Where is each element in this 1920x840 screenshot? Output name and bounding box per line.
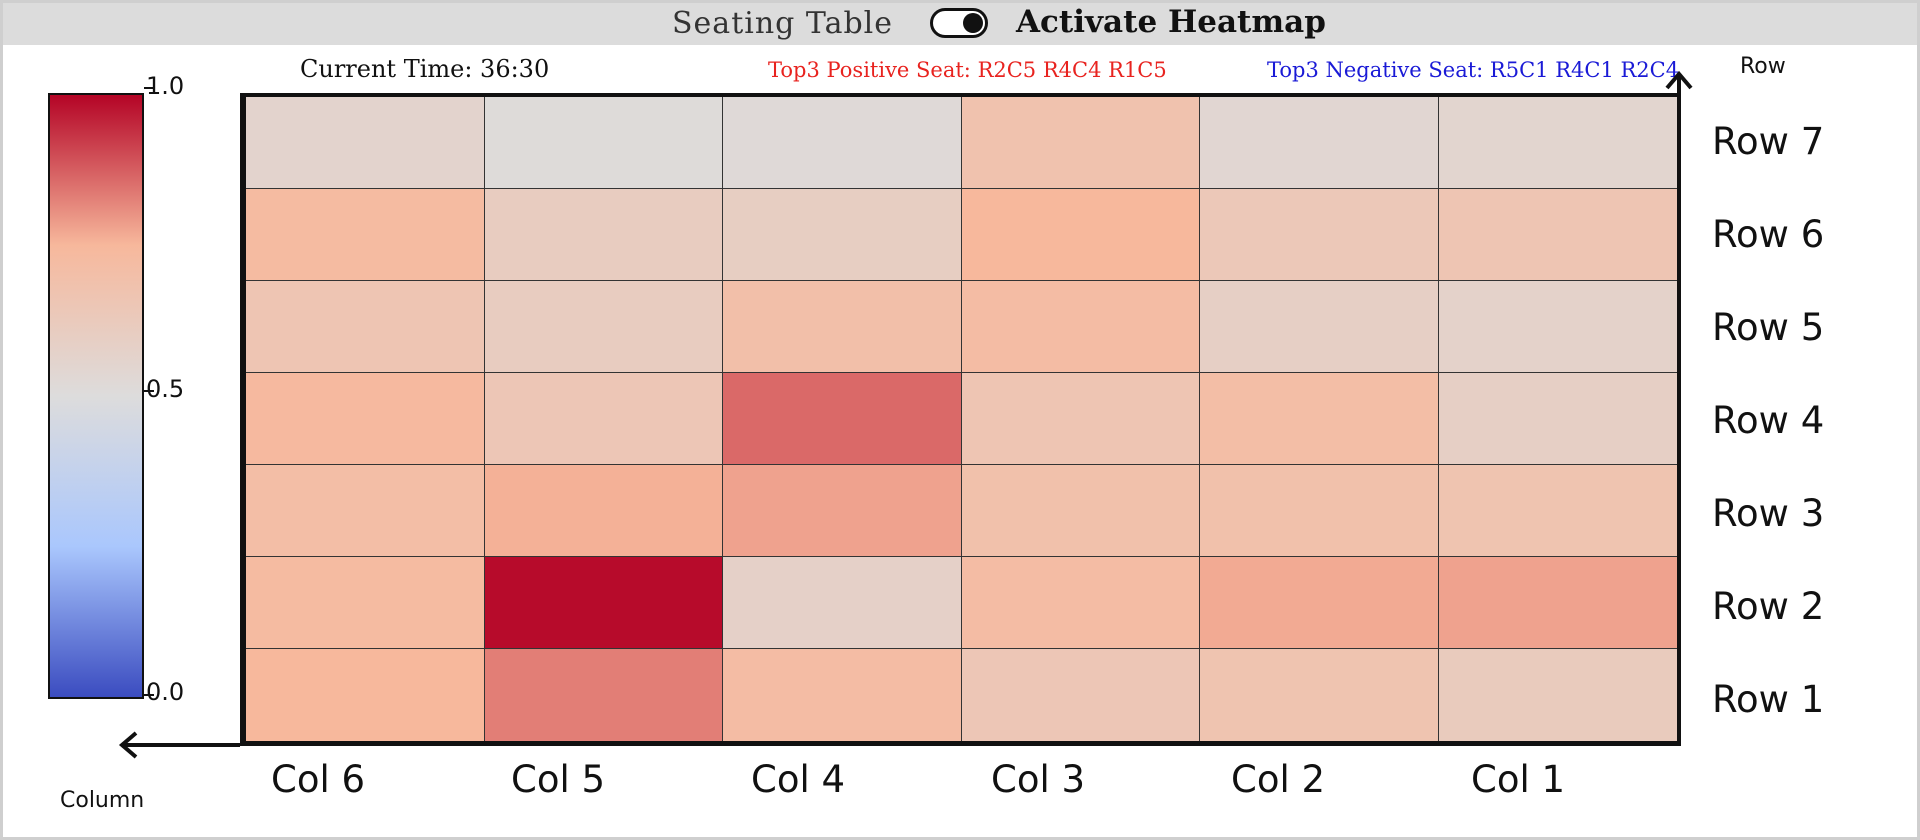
seat-cell-r2c2[interactable]	[1200, 557, 1439, 649]
seat-cell-r2c3[interactable]	[961, 557, 1200, 649]
col-label-6: Col 6	[271, 758, 366, 801]
seat-cell-r1c2[interactable]	[1200, 649, 1439, 741]
seat-cell-r3c6[interactable]	[246, 465, 485, 557]
seat-cell-r6c4[interactable]	[723, 189, 962, 281]
row-axis-title: Row	[1740, 54, 1786, 79]
seat-cell-r3c1[interactable]	[1438, 465, 1677, 557]
col-label-3: Col 3	[991, 758, 1086, 801]
colorbar-tick-mid	[144, 390, 154, 392]
seat-cell-r1c1[interactable]	[1438, 649, 1677, 741]
row-label-1: Row 1	[1712, 678, 1825, 721]
col-label-2: Col 2	[1231, 758, 1326, 801]
seat-cell-r7c2[interactable]	[1200, 97, 1439, 189]
seat-cell-r3c3[interactable]	[961, 465, 1200, 557]
seat-cell-r5c4[interactable]	[723, 281, 962, 373]
row-label-3: Row 3	[1712, 492, 1825, 535]
seat-cell-r5c1[interactable]	[1438, 281, 1677, 373]
seat-cell-r2c6[interactable]	[246, 557, 485, 649]
col-label-4: Col 4	[751, 758, 846, 801]
negative-label: Top3 Negative Seat:	[1267, 58, 1490, 82]
colorbar-tick-min	[144, 694, 154, 696]
seat-cell-r6c2[interactable]	[1200, 189, 1439, 281]
col-label-1: Col 1	[1471, 758, 1566, 801]
seat-cell-r5c2[interactable]	[1200, 281, 1439, 373]
seat-cell-r1c5[interactable]	[484, 649, 723, 741]
seat-cell-r5c3[interactable]	[961, 281, 1200, 373]
colorbar	[48, 93, 144, 699]
seat-cell-r4c6[interactable]	[246, 373, 485, 465]
seat-cell-r6c3[interactable]	[961, 189, 1200, 281]
seat-cell-r1c4[interactable]	[723, 649, 962, 741]
row-label-5: Row 5	[1712, 306, 1825, 349]
seat-cell-r4c5[interactable]	[484, 373, 723, 465]
seat-cell-r7c5[interactable]	[484, 97, 723, 189]
seat-cell-r3c2[interactable]	[1200, 465, 1439, 557]
colorbar-mid-label: 0.5	[146, 375, 185, 403]
seat-cell-r7c6[interactable]	[246, 97, 485, 189]
seat-cell-r1c6[interactable]	[246, 649, 485, 741]
seat-cell-r4c3[interactable]	[961, 373, 1200, 465]
colorbar-min-label: 0.0	[146, 678, 185, 706]
seat-cell-r2c5[interactable]	[484, 557, 723, 649]
positive-label: Top3 Positive Seat:	[768, 58, 978, 82]
top-negative-seats: Top3 Negative Seat: R5C1 R4C1 R2C4	[1267, 58, 1679, 82]
col-label-5: Col 5	[511, 758, 606, 801]
seat-cell-r7c3[interactable]	[961, 97, 1200, 189]
seat-cell-r7c1[interactable]	[1438, 97, 1677, 189]
colorbar-tick-max	[144, 87, 154, 89]
column-axis-title: Column	[60, 788, 145, 813]
heatmap-toggle-label: Activate Heatmap	[1016, 4, 1326, 40]
seat-cell-r6c6[interactable]	[246, 189, 485, 281]
negative-seats: R5C1 R4C1 R2C4	[1489, 58, 1680, 82]
seat-cell-r2c1[interactable]	[1438, 557, 1677, 649]
seat-cell-r1c3[interactable]	[961, 649, 1200, 741]
seat-cell-r4c2[interactable]	[1200, 373, 1439, 465]
toggle-knob	[963, 13, 983, 33]
seat-cell-r4c1[interactable]	[1438, 373, 1677, 465]
current-time: Current Time: 36:30	[300, 55, 550, 83]
seat-cell-r6c1[interactable]	[1438, 189, 1677, 281]
seat-cell-r2c4[interactable]	[723, 557, 962, 649]
seat-cell-r5c6[interactable]	[246, 281, 485, 373]
seating-heatmap-grid	[240, 93, 1681, 746]
colorbar-max-label: 1.0	[146, 72, 185, 100]
row-label-4: Row 4	[1712, 399, 1825, 442]
row-label-6: Row 6	[1712, 213, 1825, 256]
heatmap-toggle[interactable]	[930, 8, 988, 38]
row-label-7: Row 7	[1712, 120, 1825, 163]
seat-cell-r6c5[interactable]	[484, 189, 723, 281]
page-title: Seating Table	[672, 6, 894, 41]
top-positive-seats: Top3 Positive Seat: R2C5 R4C4 R1C5	[768, 58, 1167, 82]
row-label-2: Row 2	[1712, 585, 1825, 628]
seat-cell-r5c5[interactable]	[484, 281, 723, 373]
seat-cell-r3c5[interactable]	[484, 465, 723, 557]
positive-seats: R2C5 R4C4 R1C5	[977, 58, 1167, 82]
seat-cell-r3c4[interactable]	[723, 465, 962, 557]
seat-cell-r7c4[interactable]	[723, 97, 962, 189]
seat-cell-r4c4[interactable]	[723, 373, 962, 465]
